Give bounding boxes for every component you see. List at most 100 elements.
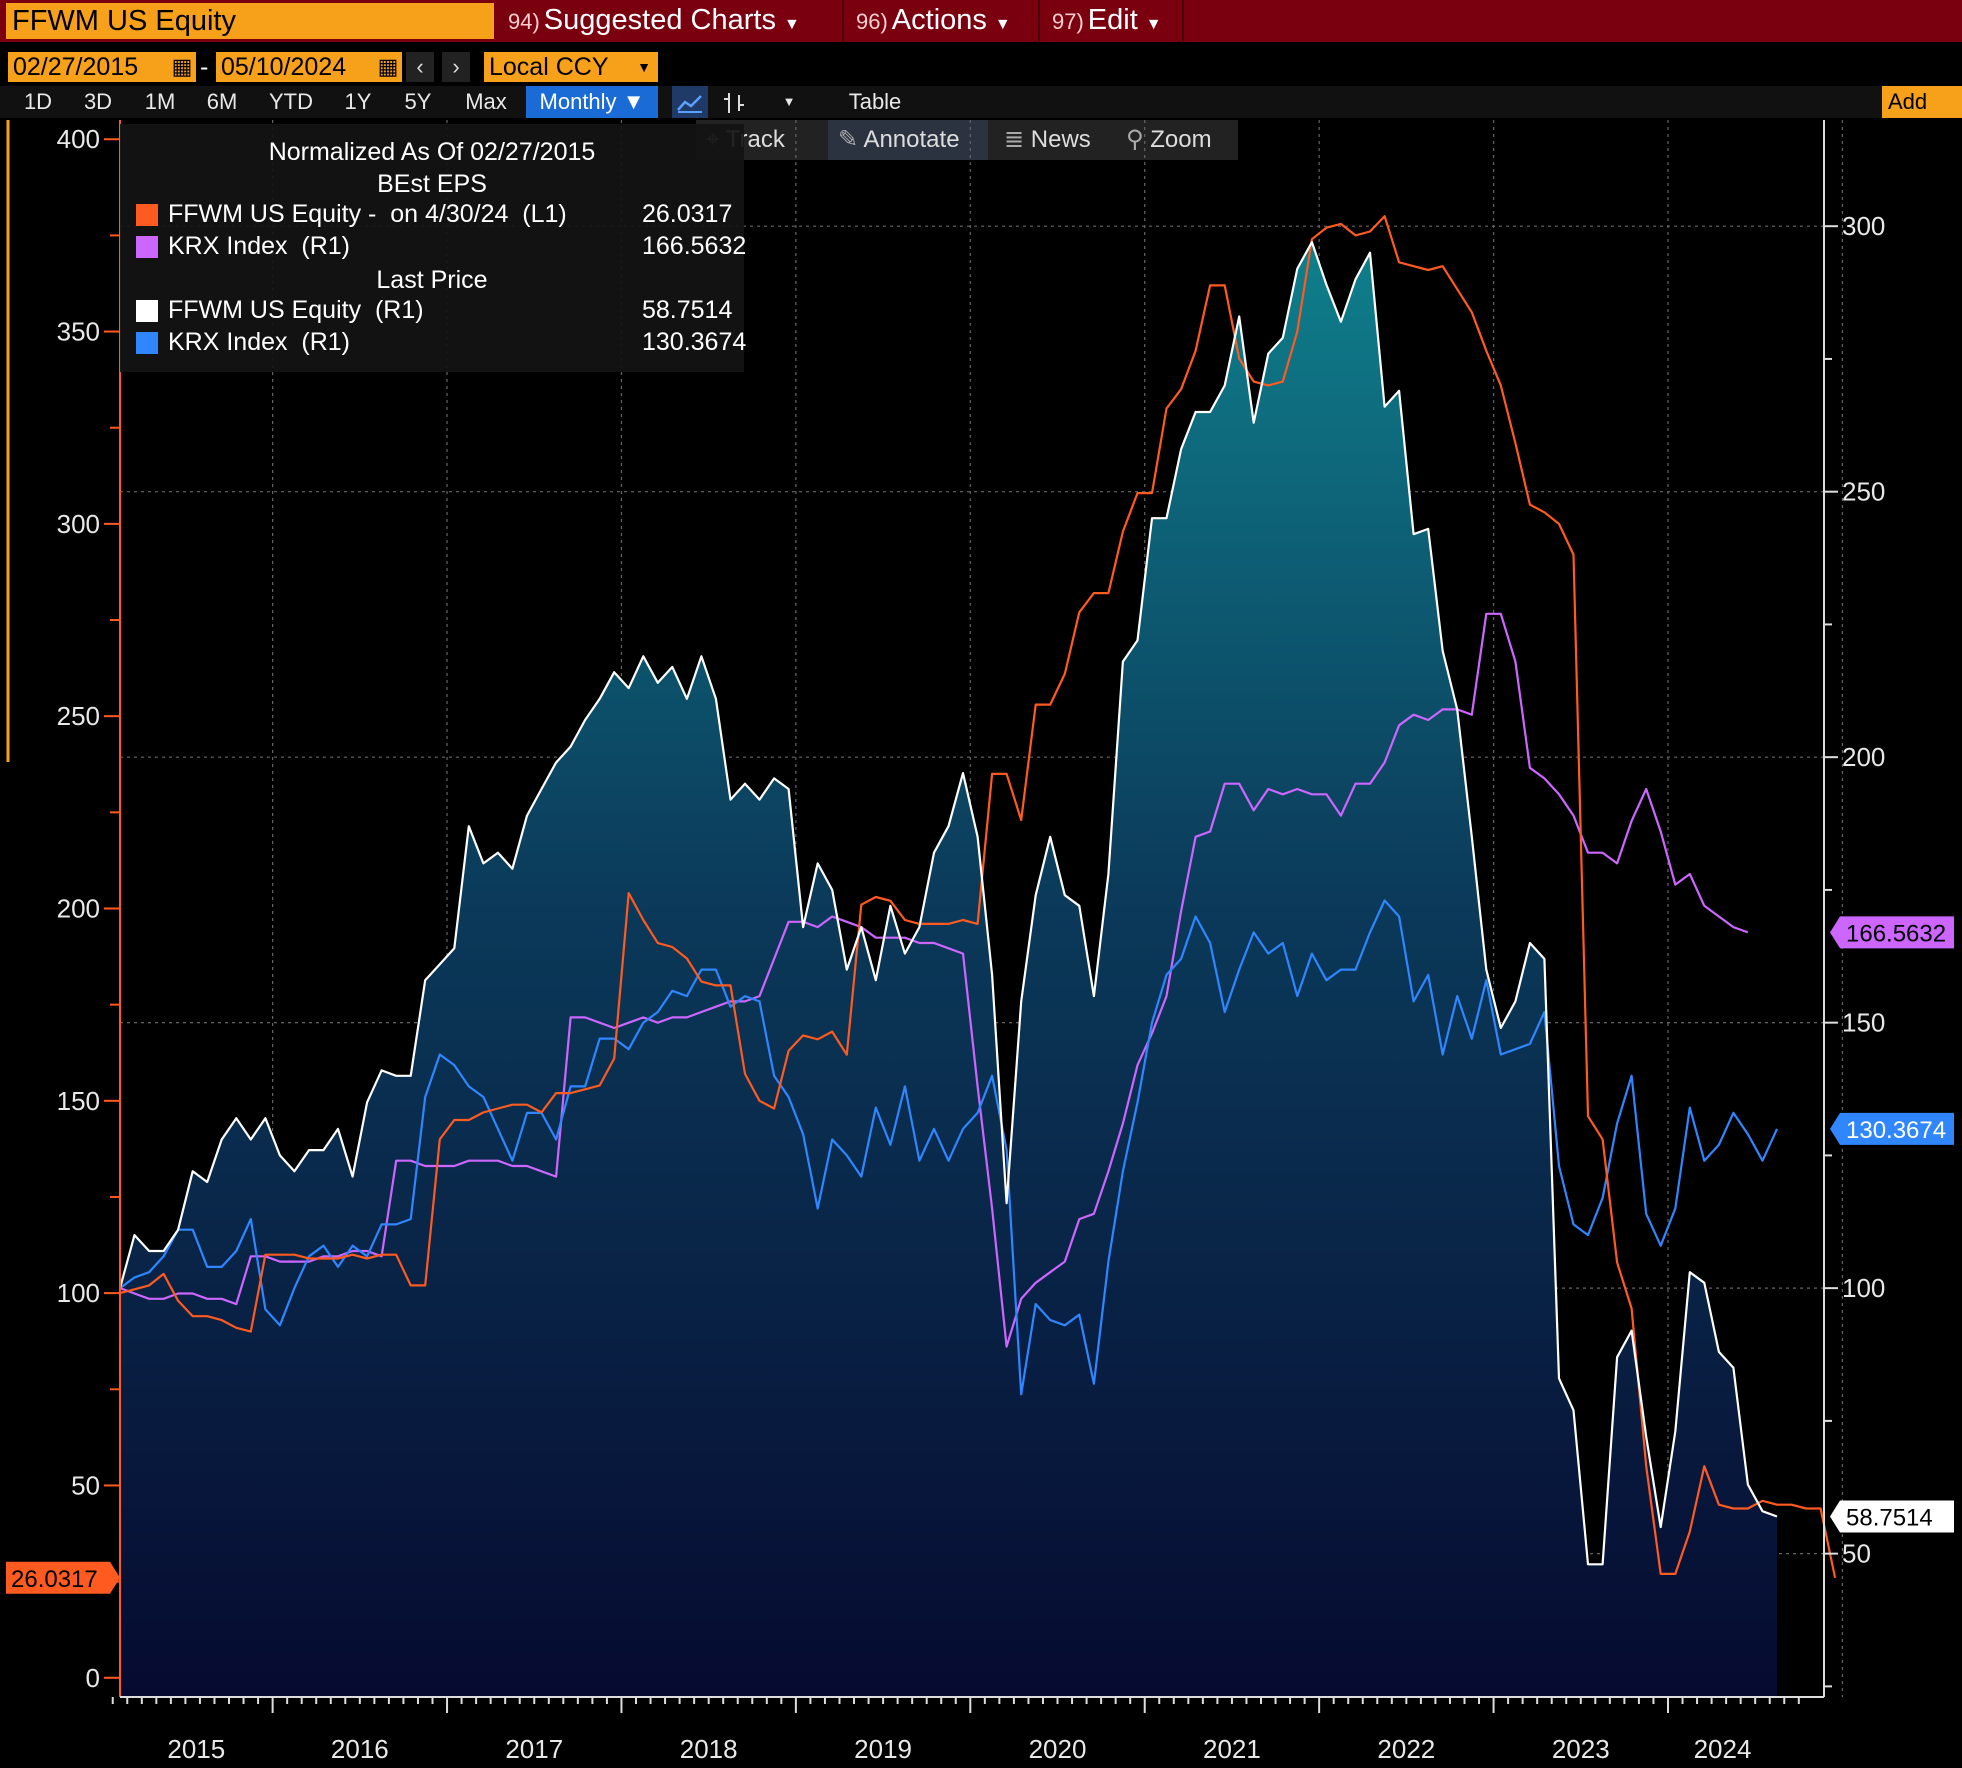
right-axis-tick-label: 150 xyxy=(1842,1008,1885,1038)
chevron-right-icon[interactable]: › xyxy=(442,52,470,82)
last-value-label: 166.5632 xyxy=(1846,920,1946,947)
legend-series-value: 26.0317 xyxy=(642,200,733,228)
tool-label: News xyxy=(1030,126,1091,153)
legend-group-eps: BEst EPS xyxy=(377,170,487,198)
line-chart-icon[interactable] xyxy=(672,86,708,118)
table-button[interactable]: Table xyxy=(848,89,902,114)
chevron-left-icon[interactable]: ‹ xyxy=(406,52,434,82)
left-axis-tick-label: 150 xyxy=(57,1086,100,1116)
legend-series-name: KRX Index (R1) xyxy=(168,232,351,260)
tool-label: Zoom xyxy=(1150,126,1212,153)
last-value-label: 26.0317 xyxy=(11,1566,98,1593)
ticker-field[interactable]: FFWM US Equity xyxy=(6,3,494,39)
frequency-label: Monthly xyxy=(539,89,617,114)
legend-row[interactable]: FFWM US Equity (R1) 58.7514 xyxy=(136,296,736,326)
x-axis-year-label: 2015 xyxy=(167,1734,225,1764)
tool-label: Annotate xyxy=(863,126,960,153)
legend-title: Normalized As Of 02/27/2015 xyxy=(268,138,596,166)
period-1d[interactable]: 1D xyxy=(23,89,53,114)
x-axis-year-label: 2020 xyxy=(1029,1734,1087,1764)
legend-row[interactable]: FFWM US Equity - on 4/30/24 (L1) 26.0317 xyxy=(136,200,736,230)
menu-number: 97) xyxy=(1052,9,1084,34)
period-6m[interactable]: 6M xyxy=(206,89,238,114)
x-axis-year-label: 2023 xyxy=(1552,1734,1610,1764)
caret-down-icon[interactable]: ▼ xyxy=(782,94,796,109)
legend-row[interactable]: KRX Index (R1) 130.3674 xyxy=(136,328,746,358)
price-area-fill xyxy=(120,242,1777,1698)
calendar-icon[interactable]: ▦ xyxy=(374,52,402,82)
add-data-button[interactable]: Add Data xyxy=(1882,86,1962,118)
menu-divider xyxy=(842,0,844,42)
last-value-label: 130.3674 xyxy=(1846,1117,1946,1144)
period-bar xyxy=(0,86,1962,118)
start-date-field[interactable]: 02/27/2015 xyxy=(8,52,168,82)
last-value-tag xyxy=(1830,1112,1954,1145)
right-axis-tick-label: 100 xyxy=(1842,1273,1885,1303)
news-icon: ≣ xyxy=(1004,126,1025,153)
left-axis-tick-label: 250 xyxy=(57,701,100,731)
left-axis-tick-label: 350 xyxy=(57,317,100,347)
series-lines xyxy=(118,215,1837,1579)
legend-swatch xyxy=(136,236,158,258)
legend-series-value: 58.7514 xyxy=(642,296,733,324)
right-axis-tick-label: 50 xyxy=(1842,1539,1871,1569)
legend-series-name: FFWM US Equity (R1) xyxy=(168,296,424,324)
last-value-label: 58.7514 xyxy=(1846,1504,1933,1531)
legend-series-value: 166.5632 xyxy=(642,232,747,260)
calendar-icon[interactable]: ▦ xyxy=(168,52,196,82)
period-1y[interactable]: 1Y xyxy=(344,89,372,114)
right-axis-tick-label: 250 xyxy=(1842,477,1885,507)
left-axis-tick-label: 50 xyxy=(71,1470,100,1500)
bar-chart-icon[interactable] xyxy=(716,86,752,118)
last-value-tag xyxy=(6,1561,120,1594)
period-ytd[interactable]: YTD xyxy=(269,89,313,114)
chart-legend[interactable]: Normalized As Of 02/27/2015 BEst EPS FFW… xyxy=(120,124,746,372)
legend-row[interactable]: KRX Index (R1) 166.5632 xyxy=(136,232,746,262)
left-axis-tick-label: 100 xyxy=(57,1278,100,1308)
annotate-button[interactable]: ✎ Annotate xyxy=(828,120,988,160)
pencil-icon: ✎ xyxy=(838,126,859,153)
actions-button[interactable]: 96) Actions ▼ xyxy=(856,0,1011,42)
x-axis-year-label: 2019 xyxy=(854,1734,912,1764)
x-axis-year-label: 2018 xyxy=(680,1734,738,1764)
news-button[interactable]: ≣ News xyxy=(1004,120,1114,160)
x-axis-year-label: 2021 xyxy=(1203,1734,1261,1764)
currency-select[interactable]: Local CCY xyxy=(484,52,630,82)
menu-divider xyxy=(1038,0,1040,42)
legend-swatch xyxy=(136,332,158,354)
right-axis-tick-label: 200 xyxy=(1842,742,1885,772)
legend-series-name: FFWM US Equity - on 4/30/24 (L1) xyxy=(168,200,567,228)
suggested-charts-button[interactable]: 94) Suggested Charts ▼ xyxy=(508,0,800,42)
last-value-tag xyxy=(1830,1500,1954,1533)
legend-swatch xyxy=(136,300,158,322)
legend-swatch xyxy=(136,204,158,226)
menu-number: 96) xyxy=(856,9,888,34)
left-axis-tick-label: 0 xyxy=(86,1663,100,1693)
period-3d[interactable]: 3D xyxy=(83,89,113,114)
period-max[interactable]: Max xyxy=(465,89,507,114)
series-line xyxy=(119,899,1779,1396)
zoom-button[interactable]: ⚲ Zoom xyxy=(1126,120,1236,160)
legend-group-price: Last Price xyxy=(376,266,488,294)
edit-button[interactable]: 97) Edit ▼ xyxy=(1052,0,1162,42)
x-axis-year-label: 2017 xyxy=(505,1734,563,1764)
caret-down-icon[interactable]: ▼ xyxy=(630,52,658,82)
x-axis-year-label: 2022 xyxy=(1377,1734,1435,1764)
series-line xyxy=(119,215,1837,1579)
series-line xyxy=(119,612,1749,1348)
left-axis-tick-label: 300 xyxy=(57,509,100,539)
x-axis-year-label: 2016 xyxy=(331,1734,389,1764)
menu-label: Edit xyxy=(1087,4,1138,36)
date-dash: - xyxy=(200,53,209,81)
menu-label: Suggested Charts xyxy=(543,4,776,36)
price-area xyxy=(120,242,1777,1698)
menu-number: 94) xyxy=(508,9,540,34)
left-axis-tick-label: 200 xyxy=(57,894,100,924)
frequency-select[interactable]: Monthly ▼ xyxy=(526,86,658,118)
magnifier-icon: ⚲ xyxy=(1126,126,1144,153)
end-date-field[interactable]: 05/10/2024 xyxy=(216,52,374,82)
period-1m[interactable]: 1M xyxy=(144,89,176,114)
menu-label: Actions xyxy=(891,4,987,36)
period-5y[interactable]: 5Y xyxy=(404,89,432,114)
